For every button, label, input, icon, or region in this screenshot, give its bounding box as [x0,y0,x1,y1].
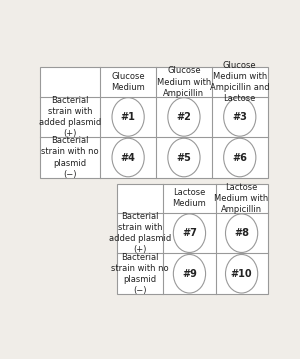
Bar [117,183,268,294]
Bar [117,183,268,294]
Text: #9: #9 [182,269,197,279]
Text: #3: #3 [232,112,247,122]
Text: #10: #10 [231,269,252,279]
Text: Glucose
Medium: Glucose Medium [111,72,145,92]
Text: Bacterial
strain with
added plasmid
(+): Bacterial strain with added plasmid (+) [109,212,171,254]
Text: Lactose
Medium with
Ampicillin: Lactose Medium with Ampicillin [214,183,269,214]
Bar [40,67,268,178]
Text: #8: #8 [234,228,249,238]
Text: #2: #2 [176,112,191,122]
Text: #4: #4 [121,153,136,163]
Text: Glucose
Medium with
Ampicillin and
Lactose: Glucose Medium with Ampicillin and Lacto… [210,61,270,103]
Text: #6: #6 [232,153,247,163]
Text: #1: #1 [121,112,136,122]
Text: Bacterial
strain with
added plasmid
(+): Bacterial strain with added plasmid (+) [39,96,101,138]
Text: Lactose
Medium: Lactose Medium [172,188,206,208]
Text: #5: #5 [176,153,191,163]
Text: Bacterial
strain with no
plasmid
(−): Bacterial strain with no plasmid (−) [111,253,169,295]
Bar [40,67,268,178]
Text: #7: #7 [182,228,197,238]
Text: Bacterial
strain with no
plasmid
(−): Bacterial strain with no plasmid (−) [41,136,99,179]
Text: Glucose
Medium with
Ampicillin: Glucose Medium with Ampicillin [157,66,211,98]
